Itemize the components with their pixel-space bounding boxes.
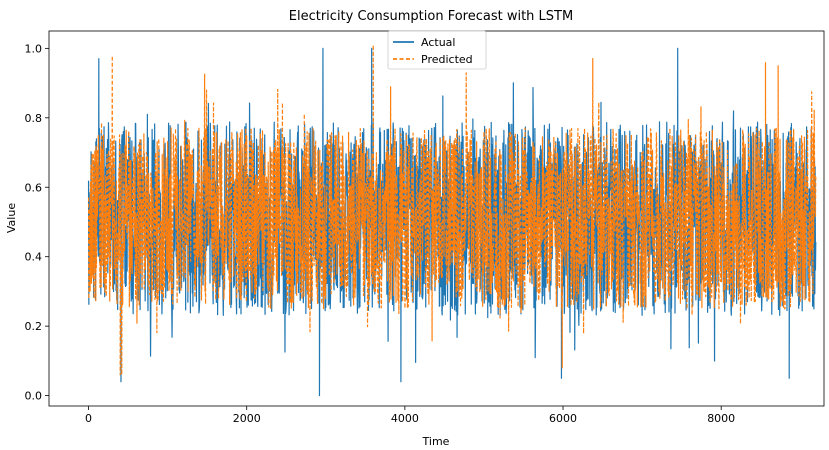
y-axis-label: Value	[5, 203, 18, 233]
legend: Actual Predicted	[387, 30, 487, 70]
x-axis: 0 2000 4000 6000 8000	[85, 406, 735, 425]
legend-label-actual: Actual	[421, 36, 455, 49]
y-tick-label: 0.4	[25, 251, 43, 264]
y-tick-label: 0.2	[25, 320, 43, 333]
x-tick-label: 8000	[707, 412, 735, 425]
y-tick-label: 0.0	[25, 390, 43, 403]
series-layer	[87, 44, 817, 397]
chart-title: Electricity Consumption Forecast with LS…	[289, 9, 573, 24]
series-line-predicted	[87, 44, 817, 376]
x-tick-label: 2000	[233, 412, 261, 425]
legend-label-predicted: Predicted	[421, 53, 473, 66]
y-axis: 0.0 0.2 0.4 0.6 0.8 1.0	[25, 42, 49, 403]
x-axis-label: Time	[422, 435, 450, 448]
x-tick-label: 6000	[549, 412, 577, 425]
x-tick-label: 4000	[391, 412, 419, 425]
x-tick-label: 0	[85, 412, 92, 425]
y-tick-label: 0.6	[25, 181, 43, 194]
y-tick-label: 0.8	[25, 112, 43, 125]
y-tick-label: 1.0	[25, 42, 43, 55]
